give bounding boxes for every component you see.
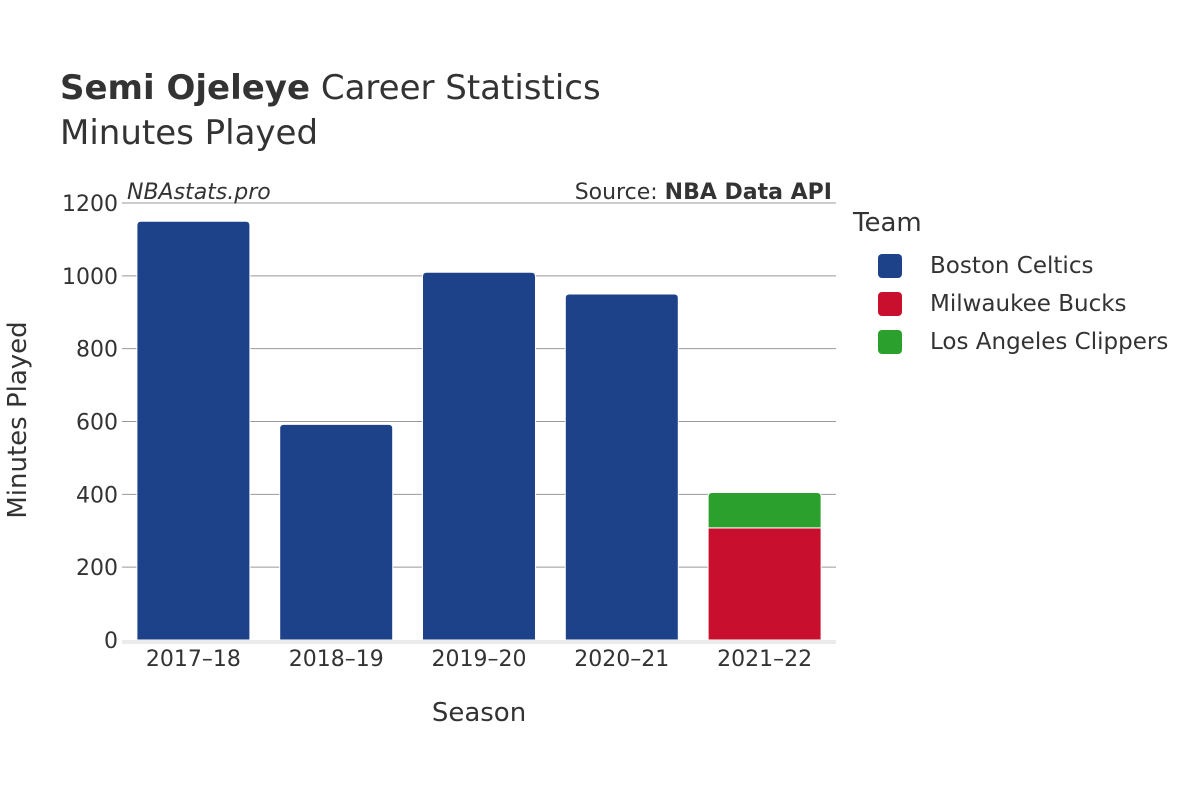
y-tick-label: 600: [76, 411, 118, 436]
legend-label: Milwaukee Bucks: [930, 291, 1127, 317]
bar-los-angeles-clippers-2021–22[interactable]: [707, 492, 822, 529]
bar-boston-celtics-2019–20[interactable]: [422, 271, 536, 641]
x-axis-baseline: [122, 640, 836, 644]
source-prefix: Source:: [575, 180, 665, 205]
y-tick-label: 1200: [62, 192, 118, 217]
bar-boston-celtics-2017–18[interactable]: [136, 220, 251, 641]
axes: 0 200 400 600 800 1000 1200 2017–18 2018–19 2019–…: [62, 192, 836, 672]
x-tick-label: 2018–19: [289, 647, 384, 672]
chart-subtitle: Minutes Played: [60, 113, 319, 153]
title-rest: Career Statistics: [320, 68, 601, 108]
source-name: NBA Data API: [665, 180, 832, 205]
bar-boston-celtics-2020–21[interactable]: [564, 293, 679, 641]
y-axis-label: Minutes Played: [3, 321, 33, 518]
legend-label: Los Angeles Clippers: [930, 329, 1169, 355]
legend-label: Boston Celtics: [930, 253, 1094, 279]
y-tick-label: 1000: [62, 265, 118, 290]
bar-boston-celtics-2018–19[interactable]: [279, 423, 394, 641]
x-tick-label: 2019–20: [432, 647, 527, 672]
bars: [136, 220, 822, 641]
source-note: Source: NBA Data API: [575, 180, 832, 205]
x-tick-label: 2017–18: [146, 647, 241, 672]
player-name: Semi Ojeleye: [60, 68, 311, 108]
x-axis-label: Season: [432, 698, 526, 728]
legend-item-milwaukee-bucks[interactable]: Milwaukee Bucks: [878, 290, 1127, 318]
legend-swatch: [878, 330, 902, 354]
x-tick-label: 2020–21: [574, 647, 669, 672]
legend-swatch: [878, 254, 902, 278]
y-tick-label: 800: [76, 338, 118, 363]
legend-item-boston-celtics[interactable]: Boston Celtics: [878, 252, 1093, 280]
legend-swatch: [878, 292, 902, 316]
watermark: NBAstats.pro: [127, 180, 271, 205]
bar-milwaukee-bucks-2021–22[interactable]: [707, 527, 822, 641]
x-tick-label: 2021–22: [717, 647, 812, 672]
legend-title: Team: [853, 208, 922, 238]
y-tick-label: 0: [104, 629, 118, 654]
chart-title: Semi Ojeleye Career Statistics: [60, 66, 601, 110]
legend-item-los-angeles-clippers[interactable]: Los Angeles Clippers: [878, 328, 1168, 356]
y-tick-label: 200: [76, 556, 118, 581]
y-tick-label: 400: [76, 483, 118, 508]
